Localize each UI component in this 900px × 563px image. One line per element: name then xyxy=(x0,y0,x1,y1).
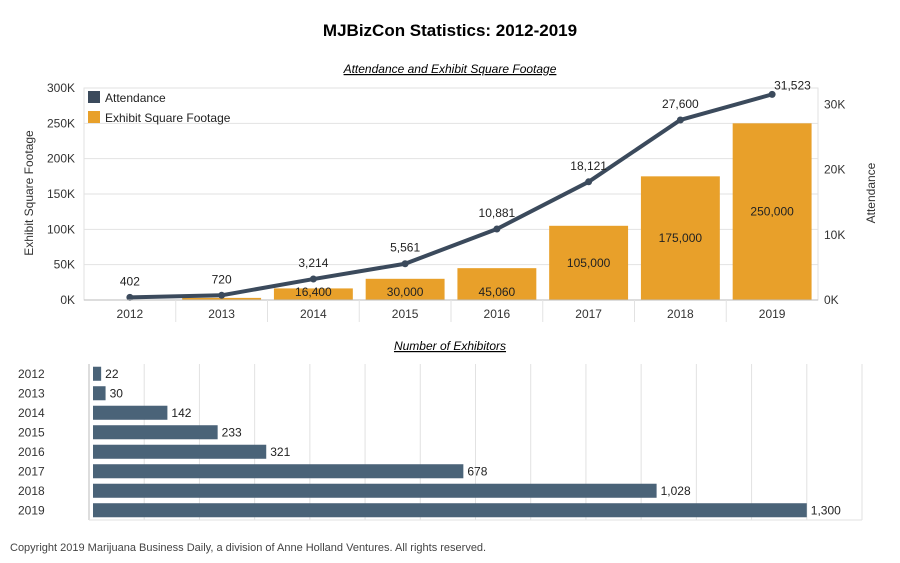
x-tick-label: 2015 xyxy=(392,307,419,321)
exhibitor-bar xyxy=(93,386,106,401)
exhibitor-bar xyxy=(93,503,807,518)
x-tick-label: 2012 xyxy=(117,307,144,321)
right-tick-label: 10K xyxy=(824,228,845,242)
legend-label-attendance: Attendance xyxy=(105,91,166,105)
legend: Attendance Exhibit Square Footage xyxy=(88,91,231,125)
exhibitor-data-label: 30 xyxy=(110,386,124,400)
exhibitor-year-labels: 2012 2013 2014 2015 2016 2017 2018 2019 xyxy=(18,367,45,518)
exhibitor-labels: 22 30 142 233 321 678 1,028 1,300 xyxy=(105,367,841,518)
right-tick-label: 30K xyxy=(824,97,845,111)
left-tick-label: 0K xyxy=(60,293,75,307)
bottom-chart-subtitle: Number of Exhibitors xyxy=(394,339,506,353)
footage-data-label: 30,000 xyxy=(387,285,424,299)
footage-data-label: 175,000 xyxy=(659,231,703,245)
chart-title: MJBizCon Statistics: 2012-2019 xyxy=(323,21,577,40)
x-tick-label: 2018 xyxy=(667,307,694,321)
attendance-line-series xyxy=(126,90,776,301)
footage-data-label: 16,400 xyxy=(295,285,332,299)
footage-bar xyxy=(457,268,537,300)
top-chart-subtitle: Attendance and Exhibit Square Footage xyxy=(343,62,557,76)
exhibitor-bar xyxy=(93,425,218,440)
exhibitor-year-label: 2019 xyxy=(18,503,45,517)
attendance-point xyxy=(309,275,317,283)
right-tick-label: 20K xyxy=(824,163,845,177)
x-tick-label: 2013 xyxy=(208,307,235,321)
exhibitor-data-label: 22 xyxy=(105,367,119,381)
exhibitor-bar xyxy=(93,444,267,459)
exhibitor-year-label: 2013 xyxy=(18,386,45,400)
attendance-data-label: 27,600 xyxy=(662,97,699,111)
attendance-data-label: 18,121 xyxy=(570,159,607,173)
exhibitor-year-label: 2016 xyxy=(18,445,45,459)
exhibitor-bar xyxy=(93,483,657,498)
exhibitor-year-label: 2017 xyxy=(18,464,45,478)
attendance-line xyxy=(129,92,773,300)
exhibitor-data-label: 678 xyxy=(467,464,487,478)
exhibitor-year-label: 2018 xyxy=(18,484,45,498)
attendance-data-label: 31,523 xyxy=(774,78,811,92)
copyright-notice: Copyright 2019 Marijuana Business Daily,… xyxy=(10,542,486,554)
footage-bar xyxy=(549,225,629,300)
attendance-data-label: 5,561 xyxy=(390,241,420,255)
attendance-data-label: 10,881 xyxy=(479,206,516,220)
footage-bar xyxy=(365,278,445,300)
attendance-data-label: 3,214 xyxy=(298,256,328,270)
x-tick-label: 2019 xyxy=(759,307,786,321)
exhibitor-data-label: 1,300 xyxy=(811,503,841,517)
exhibitor-year-label: 2014 xyxy=(18,406,45,420)
exhibitor-data-label: 321 xyxy=(270,445,290,459)
exhibitor-year-label: 2012 xyxy=(18,367,45,381)
exhibitor-data-label: 233 xyxy=(222,425,242,439)
attendance-point xyxy=(585,178,593,186)
footage-bar xyxy=(732,123,812,300)
top-chart-data-labels: 16,400 30,000 45,060 105,000 175,000 250,000 4… xyxy=(120,78,811,299)
attendance-data-label: 720 xyxy=(212,272,232,286)
attendance-data-label: 402 xyxy=(120,274,140,288)
left-tick-label: 200K xyxy=(47,152,75,166)
footage-bar xyxy=(182,297,262,300)
x-tick-label: 2014 xyxy=(300,307,327,321)
footage-data-label: 45,060 xyxy=(479,285,516,299)
footage-bar xyxy=(273,288,353,300)
exhibitor-data-label: 1,028 xyxy=(661,484,691,498)
legend-swatch-attendance xyxy=(88,91,100,103)
exhibitor-bar xyxy=(93,405,168,420)
footage-bar xyxy=(640,176,720,300)
exhibitor-bar xyxy=(93,464,464,479)
attendance-point xyxy=(401,260,409,268)
right-axis-title: Attendance xyxy=(864,162,878,223)
footage-data-label: 250,000 xyxy=(750,205,794,219)
right-tick-label: 0K xyxy=(824,293,839,307)
legend-swatch-footage xyxy=(88,111,100,123)
x-tick-label: 2017 xyxy=(575,307,602,321)
attendance-footage-chart: Attendance and Exhibit Square Footage 16… xyxy=(22,62,878,322)
left-tick-label: 150K xyxy=(47,187,75,201)
top-chart-axes: 0K 50K 100K 150K 200K 250K 300K 0K 10K 20K 30K 2012… xyxy=(47,81,845,322)
exhibitor-bar xyxy=(93,366,102,381)
attendance-point xyxy=(676,116,684,124)
footage-data-label: 105,000 xyxy=(567,256,611,270)
left-axis-title: Exhibit Square Footage xyxy=(22,130,36,256)
left-tick-label: 300K xyxy=(47,81,75,95)
left-tick-label: 50K xyxy=(54,258,75,272)
legend-label-footage: Exhibit Square Footage xyxy=(105,111,231,125)
attendance-point xyxy=(126,293,134,301)
exhibitor-data-label: 142 xyxy=(171,406,191,420)
attendance-point xyxy=(218,291,226,299)
exhibitors-chart: Number of Exhibitors 22 30 142 233 321 678 1,0… xyxy=(18,339,863,521)
exhibitor-bars xyxy=(93,366,807,518)
exhibitor-year-label: 2015 xyxy=(18,425,45,439)
left-tick-label: 250K xyxy=(47,116,75,130)
x-tick-label: 2016 xyxy=(484,307,511,321)
left-tick-label: 100K xyxy=(47,222,75,236)
attendance-point xyxy=(493,225,501,233)
footage-bars xyxy=(182,123,812,300)
attendance-point xyxy=(768,90,776,98)
